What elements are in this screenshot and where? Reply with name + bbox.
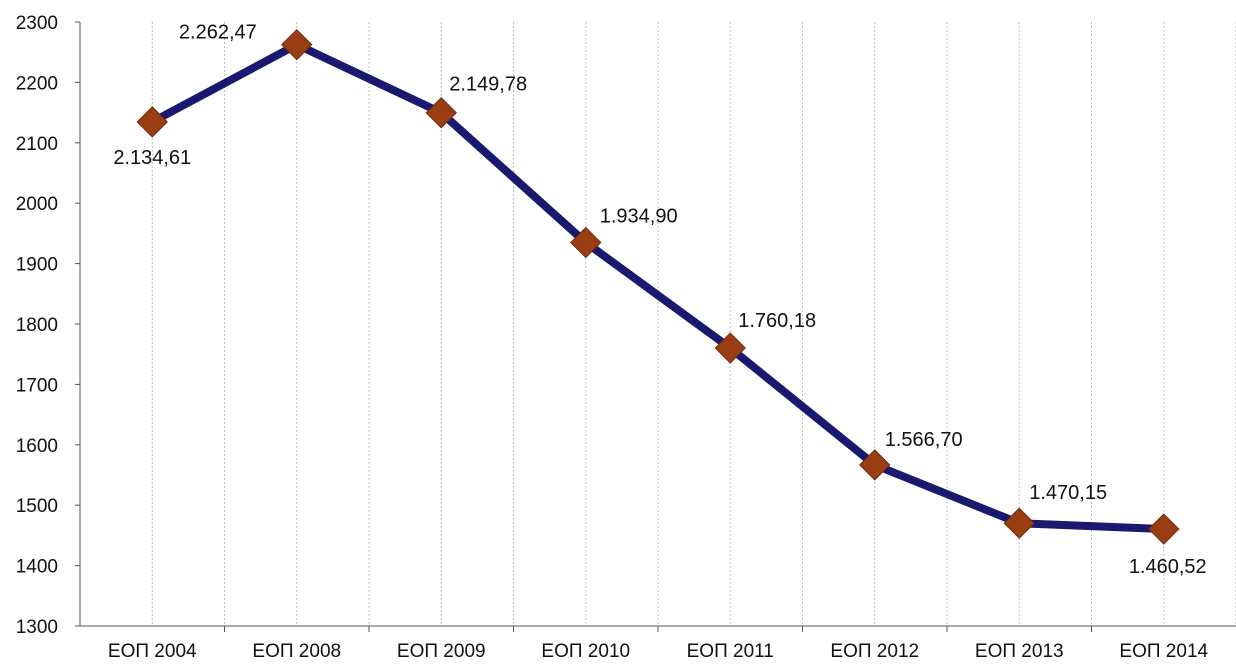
y-axis-ticks: 1300 1400 1500 1600 1700 1800 1900 2000 2100 2200… [16,13,80,638]
data-label: 2.262,47 [179,22,257,44]
y-tick-label: 2000 [16,194,58,215]
data-label: 2.134,61 [113,147,191,169]
data-point-marker [859,449,891,481]
y-tick-label: 2300 [16,13,58,34]
data-point-marker [136,106,168,138]
x-tick-label: ЕОП 2013 [975,641,1064,662]
y-tick-label: 2200 [16,73,58,94]
data-labels: 2.134,61 2.262,47 2.149,78 1.934,90 1.760,18… [113,22,1206,578]
y-tick-label: 2100 [16,134,58,155]
data-label: 2.149,78 [449,74,527,96]
y-tick-label: 1600 [16,436,58,457]
series-markers [136,28,1180,545]
x-tick-label: ЕОП 2004 [108,641,197,662]
series-line-path [148,40,1168,534]
x-tick-label: ЕОП 2012 [830,641,919,662]
y-tick-label: 1400 [16,557,58,578]
data-label: 1.566,70 [885,429,963,451]
y-tick-label: 1500 [16,496,58,517]
y-tick-label: 1900 [16,255,58,276]
y-tick-label: 1800 [16,315,58,336]
data-point-marker [281,28,313,61]
x-tick-label: ЕОП 2011 [687,641,774,662]
y-tick-label: 1700 [16,375,58,396]
data-point-marker [1148,513,1180,545]
series-line [148,40,1168,534]
x-tick-label: ЕОП 2009 [397,641,486,662]
data-label: 1.760,18 [738,310,816,332]
data-label: 1.934,90 [600,206,678,228]
data-point-marker [570,226,602,259]
x-tick-label: ЕОП 2014 [1119,641,1208,662]
data-label: 1.460,52 [1129,556,1207,578]
data-label: 1.470,15 [1029,482,1107,504]
data-point-marker [1003,507,1035,539]
x-tick-label: ЕОП 2008 [252,641,341,662]
data-point-marker [714,332,746,364]
data-point-marker [425,97,457,129]
x-tick-label: ЕОП 2010 [541,641,630,662]
y-tick-label: 1300 [16,617,58,638]
x-axis-ticks: ЕОП 2004 ЕОП 2008 ЕОП 2009 ЕОП 2010 ЕОП 2011… [108,626,1209,662]
